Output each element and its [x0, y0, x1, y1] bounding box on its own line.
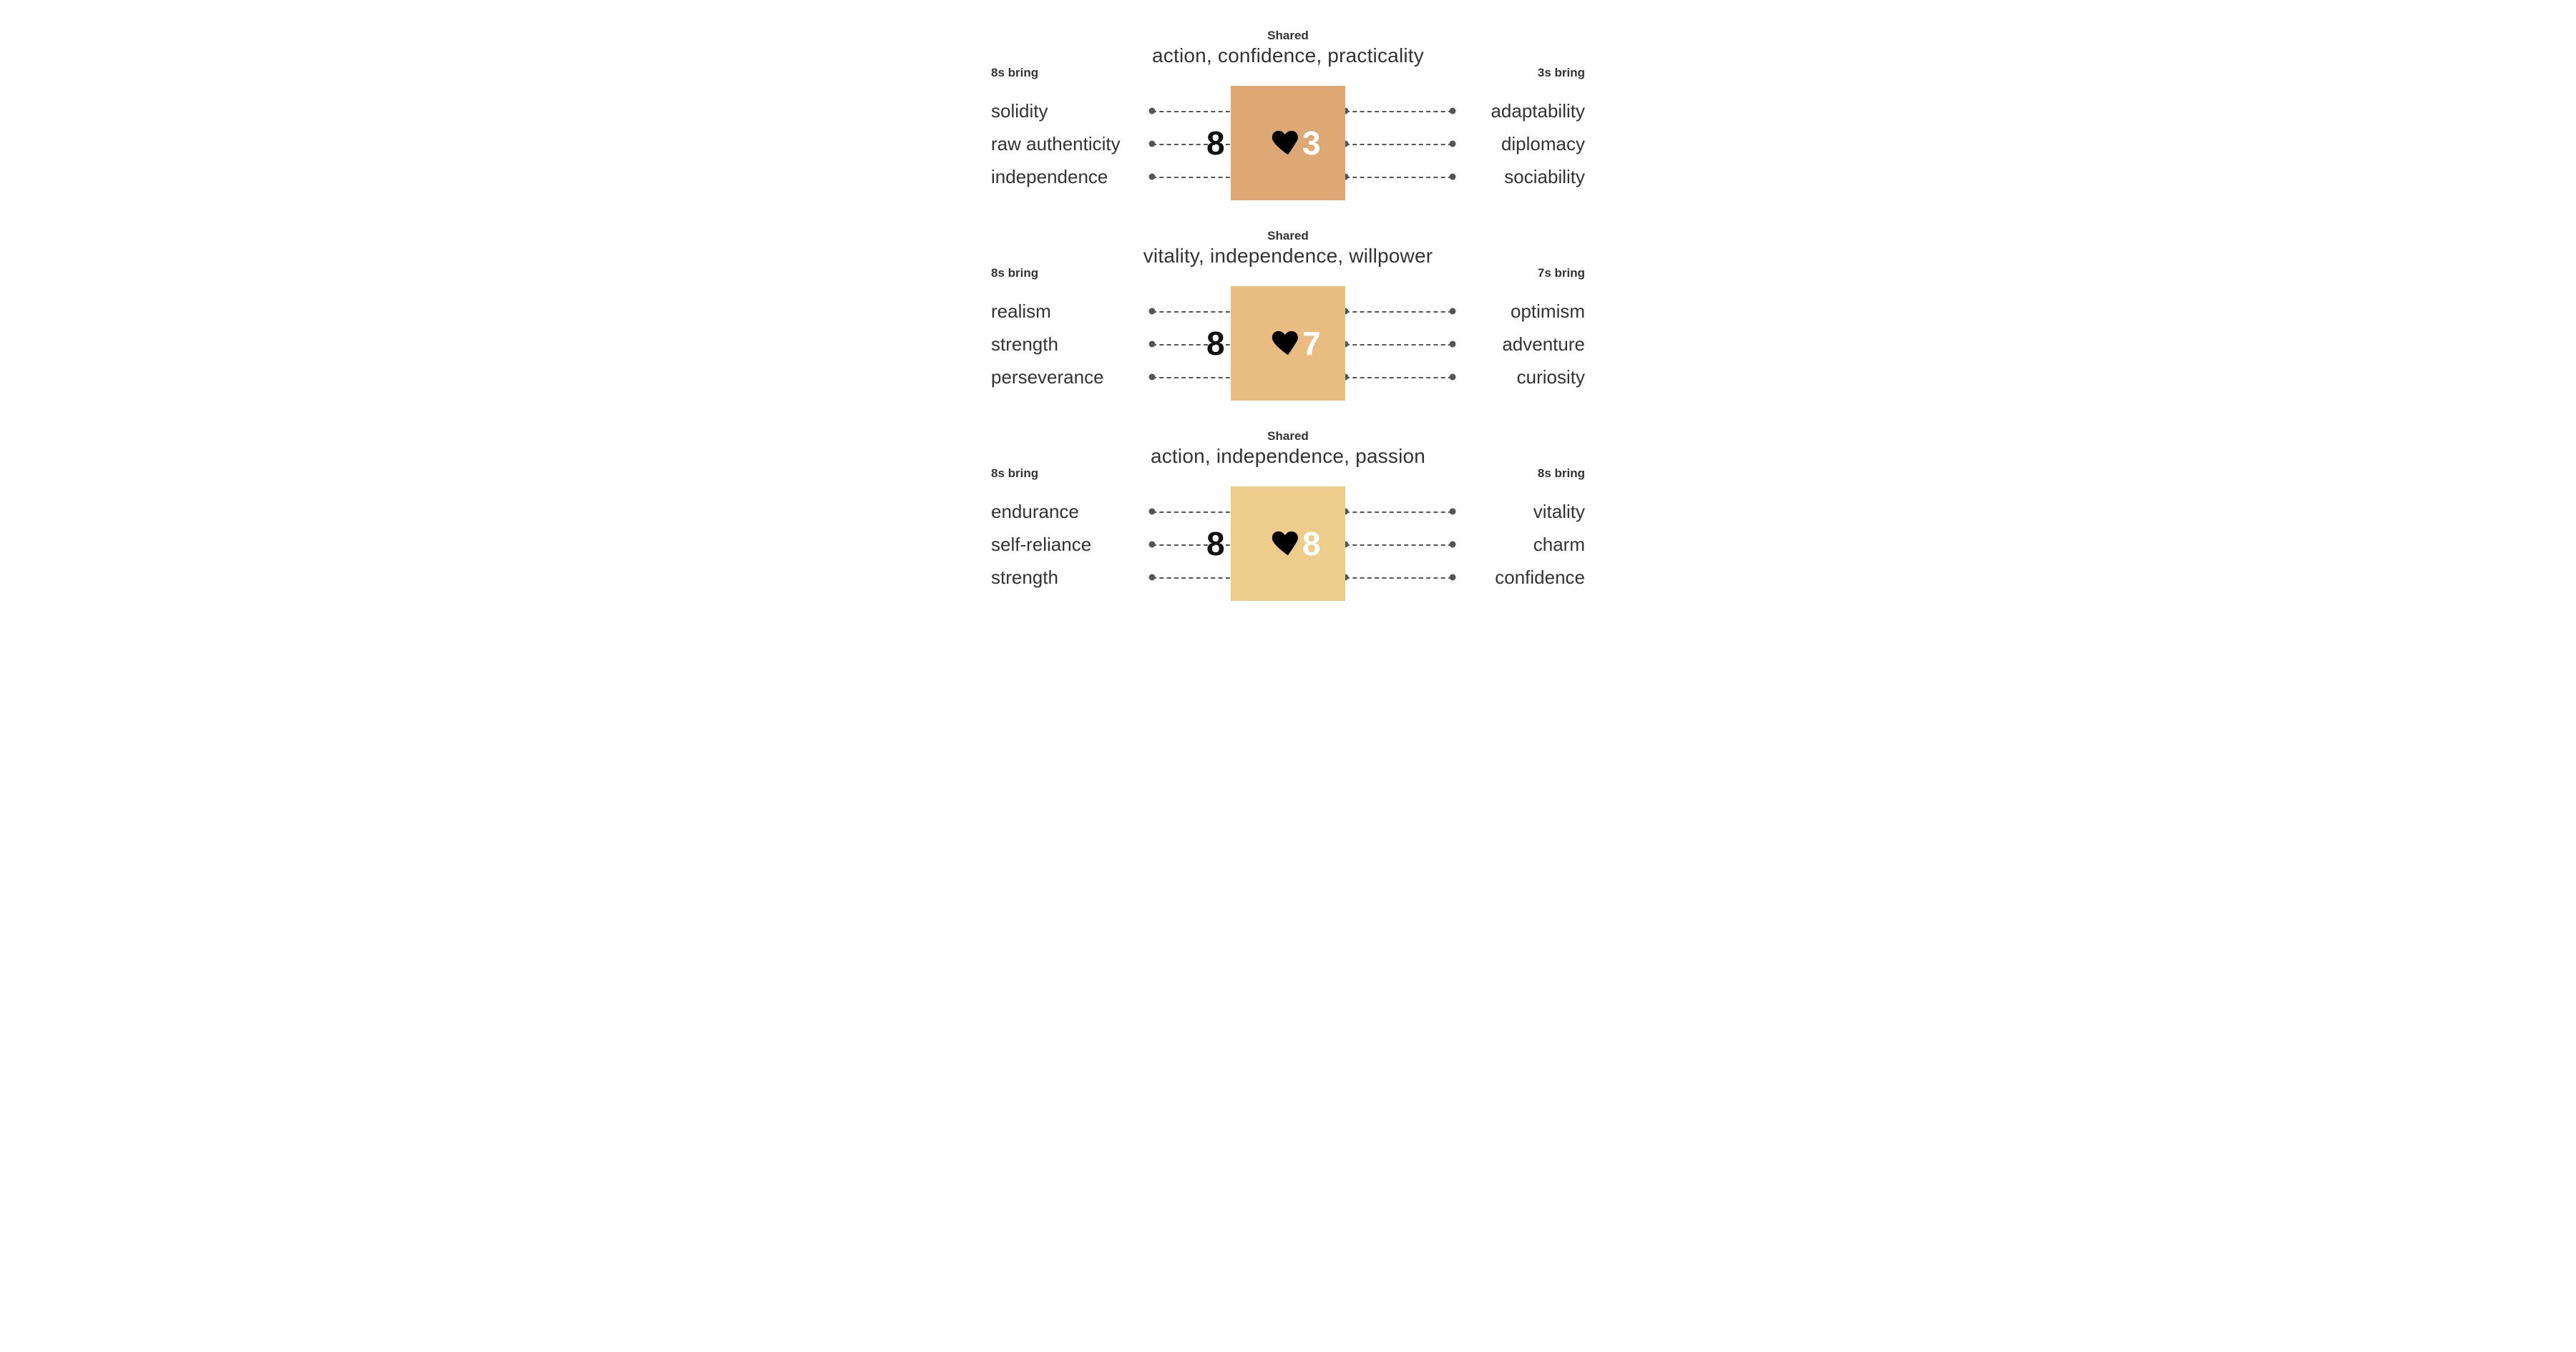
dot: [1450, 574, 1456, 581]
dot: [1450, 542, 1456, 548]
dot: [1450, 341, 1456, 348]
heart-icon: [1268, 524, 1308, 560]
heart-icon: [1268, 124, 1308, 160]
dash-right: [1345, 111, 1453, 112]
left-type-number: 8: [1206, 527, 1225, 560]
center-square: 88: [1231, 486, 1345, 601]
pairing-block: Sharedvitality, independence, willpower8…: [751, 229, 1825, 415]
dot: [1149, 341, 1156, 348]
left-type-number: 8: [1206, 127, 1225, 160]
dot: [1149, 174, 1156, 180]
dash-right: [1345, 311, 1453, 313]
dot: [1149, 574, 1156, 581]
dash-right: [1345, 177, 1453, 178]
shared-label: Shared: [1038, 229, 1538, 243]
shared-label: Shared: [1038, 429, 1538, 444]
shared-block: Sharedaction, independence, passion: [1038, 429, 1538, 468]
right-bring-label: 7s bring: [1538, 266, 1585, 280]
left-type-number: 8: [1206, 327, 1225, 360]
shared-block: Shared vitality, independence, willpower: [1038, 229, 1538, 268]
dot: [1149, 509, 1156, 515]
dot: [1450, 174, 1456, 180]
dot: [1149, 542, 1156, 548]
heart-wrap: [1268, 524, 1308, 564]
dot: [1450, 141, 1456, 147]
dash-right: [1345, 344, 1453, 346]
left-bring-label: 8s bring: [991, 66, 1038, 80]
dash-right: [1345, 511, 1453, 513]
shared-text: vitality, independence, willpower: [1038, 245, 1538, 268]
heart-wrap: [1268, 324, 1308, 363]
dot: [1450, 374, 1456, 381]
right-bring-label: 8s bring: [1538, 466, 1585, 481]
shared-block: Sharedaction, confidence, practicality: [1038, 29, 1538, 67]
dot: [1450, 509, 1456, 515]
left-bring-label: 8s bring: [991, 266, 1038, 280]
right-bring-label: 3s bring: [1538, 66, 1585, 80]
dot: [1149, 374, 1156, 381]
dot: [1450, 308, 1456, 315]
heart-icon: [1268, 324, 1308, 360]
infographic-page: Sharedaction, confidence, practicality8s…: [751, 0, 1825, 672]
pairing-block: Sharedaction, confidence, practicality8s…: [751, 29, 1825, 215]
dash-right: [1345, 577, 1453, 579]
left-bring-label: 8s bring: [991, 466, 1038, 481]
dot: [1149, 141, 1156, 147]
shared-label: Shared: [1038, 29, 1538, 43]
dot: [1149, 108, 1156, 114]
dot: [1450, 108, 1456, 114]
dot: [1149, 308, 1156, 315]
shared-text: action, independence, passion: [1038, 445, 1538, 468]
dash-right: [1345, 377, 1453, 378]
dash-right: [1345, 144, 1453, 145]
dash-right: [1345, 544, 1453, 546]
heart-wrap: [1268, 124, 1308, 163]
pairing-block: Sharedaction, independence, passion8s br…: [751, 429, 1825, 615]
center-square: 83: [1231, 86, 1345, 200]
shared-text: action, confidence, practicality: [1038, 44, 1538, 67]
center-square: 87: [1231, 286, 1345, 401]
